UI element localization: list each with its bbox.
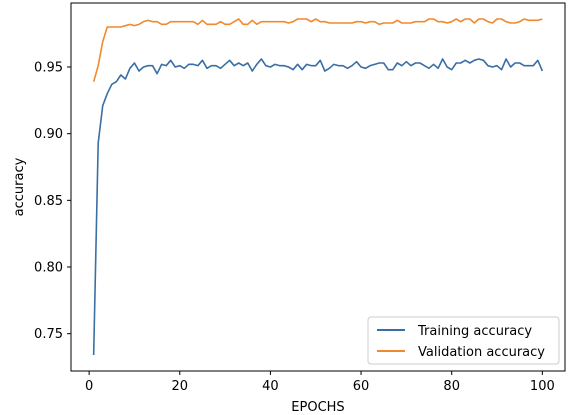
x-tick-label: 40 xyxy=(262,379,279,394)
x-tick-label: 60 xyxy=(353,379,370,394)
legend: Training accuracy Validation accuracy xyxy=(367,316,560,365)
y-tick-label: 0.80 xyxy=(34,261,63,276)
legend-label-training: Training accuracy xyxy=(417,324,532,339)
x-tick-label: 100 xyxy=(530,379,555,394)
plot-frame xyxy=(70,2,566,372)
series-line-training xyxy=(92,58,544,356)
y-tick-label: 0.75 xyxy=(34,327,63,342)
y-tick-label: 0.90 xyxy=(34,127,63,142)
series-line-validation xyxy=(92,18,543,82)
series-layer xyxy=(92,18,544,356)
legend-label-validation: Validation accuracy xyxy=(418,345,545,360)
x-tick-label: 0 xyxy=(85,379,93,394)
x-axis-title: EPOCHS xyxy=(291,400,344,415)
x-tick-label: 80 xyxy=(443,379,460,394)
y-tick-label: 0.95 xyxy=(34,61,63,76)
y-tick-label: 0.85 xyxy=(34,194,63,209)
y-axis: 0.75 0.80 0.85 0.90 0.95 xyxy=(34,61,71,342)
x-tick-label: 20 xyxy=(171,379,188,394)
legend-box xyxy=(367,316,560,365)
x-axis: 0 20 40 60 80 100 xyxy=(85,371,555,394)
y-axis-title: accuracy xyxy=(12,157,27,216)
